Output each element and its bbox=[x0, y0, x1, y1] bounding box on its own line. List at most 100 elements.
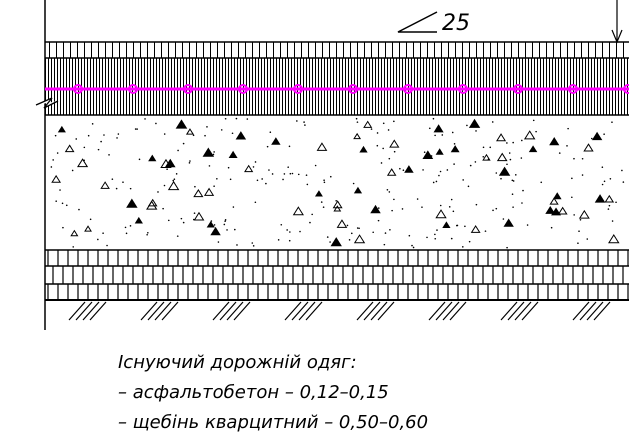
aggregate-stone bbox=[482, 153, 491, 161]
aggregate-dot bbox=[193, 212, 196, 214]
aggregate-dot bbox=[621, 169, 623, 172]
ground-hatch bbox=[154, 301, 172, 321]
aggregate-dot bbox=[182, 142, 185, 145]
aggregate-dot bbox=[474, 161, 477, 163]
aggregate-dot bbox=[416, 198, 419, 200]
ground-hatch bbox=[363, 301, 381, 321]
aggregate-dot bbox=[288, 145, 291, 148]
aggregate-stone bbox=[314, 190, 323, 197]
aggregate-dot bbox=[59, 189, 61, 191]
aggregate-dot bbox=[382, 147, 384, 150]
aggregate-dot bbox=[314, 164, 317, 167]
aggregate-dot bbox=[322, 206, 325, 208]
aggregate-dot bbox=[163, 133, 166, 135]
aggregate-dot bbox=[224, 117, 227, 120]
ground-hatch bbox=[356, 301, 374, 321]
ground-hatch bbox=[298, 301, 316, 321]
aggregate-stone bbox=[552, 192, 562, 200]
caption-item: – асфальтобетон – 0,12–0,15 bbox=[118, 382, 389, 403]
aggregate-dot bbox=[571, 177, 573, 180]
aggregate-dot bbox=[399, 167, 401, 170]
aggregate-stone bbox=[594, 194, 606, 203]
aggregate-dot bbox=[512, 180, 515, 182]
aggregate-dot bbox=[388, 157, 391, 160]
aggregate-dot bbox=[266, 145, 269, 148]
ground-hatch bbox=[284, 301, 302, 321]
aggregate-dot bbox=[254, 201, 257, 204]
aggregate-stone bbox=[404, 165, 414, 173]
aggregate-dot bbox=[412, 246, 415, 249]
aggregate-dot bbox=[117, 133, 120, 135]
aggregate-dot bbox=[166, 168, 168, 171]
ground-hatch bbox=[370, 301, 388, 321]
aggregate-dot bbox=[129, 225, 132, 227]
aggregate-stone bbox=[206, 220, 215, 228]
ground-hatch bbox=[140, 301, 158, 321]
aggregate-dot bbox=[157, 191, 159, 193]
aggregate-dot bbox=[163, 184, 166, 187]
aggregate-dot bbox=[372, 231, 374, 234]
aggregate-stone bbox=[210, 226, 221, 236]
aggregate-dot bbox=[452, 210, 455, 213]
ground-hatch bbox=[377, 301, 395, 321]
aggregate-dot bbox=[305, 174, 308, 176]
aggregate-dot bbox=[252, 245, 255, 247]
ground-hatch bbox=[586, 301, 604, 321]
aggregate-dot bbox=[495, 207, 498, 210]
aggregate-stone bbox=[496, 152, 508, 162]
aggregate-dot bbox=[383, 243, 386, 246]
aggregate-stone bbox=[228, 150, 238, 158]
ground-hatch bbox=[89, 301, 107, 321]
aggregate-stone bbox=[185, 128, 195, 135]
geogrid-node bbox=[73, 84, 83, 94]
aggregate-stone bbox=[370, 204, 381, 214]
aggregate-dot bbox=[389, 228, 391, 231]
aggregate-dot bbox=[358, 227, 360, 230]
aggregate-dot bbox=[356, 227, 359, 229]
aggregate-dot bbox=[78, 208, 80, 211]
aggregate-dot bbox=[579, 218, 582, 221]
aggregate-stone bbox=[70, 229, 79, 237]
aggregate-stone bbox=[545, 205, 556, 214]
caption-title: Існуючий дорожній одяг: bbox=[118, 352, 357, 373]
aggregate-dot bbox=[540, 181, 543, 184]
aggregate-dot bbox=[235, 117, 238, 120]
aggregate-stone bbox=[583, 143, 594, 152]
aggregate-dot bbox=[567, 127, 569, 130]
aggregate-dot bbox=[421, 206, 423, 208]
aggregate-dot bbox=[213, 151, 215, 153]
aggregate-dot bbox=[506, 246, 508, 249]
aggregate-dot bbox=[435, 180, 438, 183]
aggregate-stone bbox=[235, 131, 247, 140]
aggregate-dot bbox=[520, 139, 523, 142]
aggregate-dot bbox=[216, 178, 218, 180]
aggregate-stone bbox=[496, 133, 507, 142]
aggregate-dot bbox=[177, 149, 179, 152]
aggregate-dot bbox=[387, 129, 390, 131]
aggregate-dot bbox=[590, 137, 593, 140]
aggregate-dot bbox=[607, 208, 610, 210]
aggregate-dot bbox=[277, 239, 280, 241]
aggregate-dot bbox=[508, 152, 511, 154]
aggregate-dot bbox=[50, 166, 53, 168]
aggregate-dot bbox=[511, 179, 514, 182]
aggregate-dot bbox=[434, 237, 437, 240]
aggregate-dot bbox=[236, 244, 238, 246]
aggregate-dot bbox=[577, 242, 579, 245]
aggregate-stone bbox=[193, 189, 204, 198]
aggregate-dot bbox=[453, 163, 455, 165]
ground-hatch bbox=[435, 301, 453, 321]
aggregate-dot bbox=[204, 134, 206, 137]
aggregate-dot bbox=[492, 209, 494, 212]
aggregate-dot bbox=[265, 182, 267, 185]
ground-hatch bbox=[442, 301, 460, 321]
aggregate-dot bbox=[608, 204, 611, 207]
aggregate-dot bbox=[194, 185, 196, 188]
geogrid-node bbox=[458, 84, 468, 94]
geogrid-node bbox=[128, 84, 138, 94]
aggregate-dot bbox=[423, 151, 426, 154]
aggregate-dot bbox=[376, 144, 379, 147]
aggregate-dot bbox=[283, 173, 286, 175]
aggregate-dot bbox=[451, 131, 454, 134]
aggregate-dot bbox=[601, 183, 604, 186]
